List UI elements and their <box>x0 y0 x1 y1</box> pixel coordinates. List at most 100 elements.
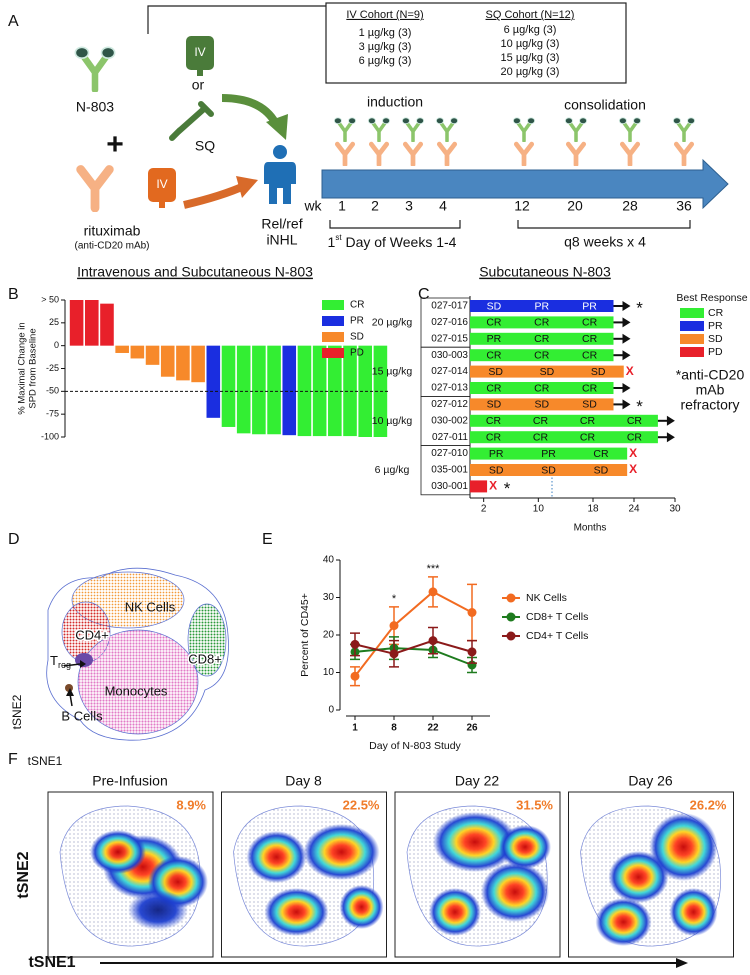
segment-label: PR <box>582 300 597 312</box>
segment-label: CR <box>627 431 643 443</box>
dose: 1 µg/kg (3) <box>359 27 412 39</box>
segment-label: CR <box>486 382 502 394</box>
segment-label: CR <box>534 382 550 394</box>
y-tick-label: 30 <box>323 592 335 603</box>
swimmer-bar <box>470 398 614 411</box>
bar <box>130 345 145 359</box>
legend-marker <box>506 593 516 603</box>
patient-id: 030-001 <box>431 481 468 492</box>
bar <box>176 345 190 381</box>
legend-swatch <box>322 332 344 342</box>
series-line <box>354 647 473 666</box>
refractory-marker: * <box>636 397 643 416</box>
cohort-title: SQ Cohort (N=12) <box>486 9 575 21</box>
patient-id: 030-003 <box>431 350 468 361</box>
chart-title: Intravenous and Subcutaneous N-803 <box>77 264 313 280</box>
panel-letter: C <box>418 286 430 303</box>
dose: 10 µg/kg (3) <box>501 38 560 50</box>
x-axis-label: Months <box>574 523 607 534</box>
route-label: SQ <box>195 138 215 154</box>
segment-label: SD <box>582 399 597 411</box>
bar <box>145 345 160 365</box>
x-tick-label: 10 <box>533 504 545 515</box>
x-tick-label: 2 <box>481 504 487 515</box>
density-blob <box>481 862 549 922</box>
legend-swatch <box>680 334 704 344</box>
y-tick-label: 40 <box>323 555 335 566</box>
bar <box>312 345 327 437</box>
percent-label: 22.5% <box>343 797 380 812</box>
off-study: X <box>629 462 637 476</box>
treg-sub: reg <box>58 660 71 670</box>
dose: 20 µg/kg (3) <box>501 66 560 78</box>
segment-label: CR <box>627 415 643 427</box>
point <box>467 608 477 617</box>
axis-label: tSNE1 <box>28 754 63 768</box>
cluster-label: CD8+ <box>188 651 222 666</box>
legend-marker <box>506 612 516 622</box>
patient-label: Rel/ref <box>261 216 302 232</box>
x-tick-label: 1 <box>352 723 358 734</box>
week: 36 <box>676 198 692 214</box>
x-axis-label: Day of N-803 Study <box>369 740 461 752</box>
segment-label: SD <box>591 366 606 378</box>
density-blob <box>429 888 481 936</box>
segment-label: SD <box>534 399 549 411</box>
point <box>428 636 438 646</box>
off-study: X <box>629 446 637 460</box>
series-line <box>354 639 473 655</box>
segment-label: SD <box>487 399 502 411</box>
density-blob <box>669 888 718 936</box>
legend-swatch <box>680 347 704 357</box>
swimmer-bar <box>470 414 658 427</box>
dose: 15 µg/kg (3) <box>501 52 560 64</box>
route-label: IV <box>156 177 167 191</box>
plus: + <box>106 128 124 161</box>
patient-id: 027-010 <box>431 448 468 459</box>
cluster-label: CD4+ <box>75 627 109 642</box>
segment-label: PR <box>487 333 502 345</box>
swimmer-bar <box>470 332 614 345</box>
density-blob <box>339 885 384 929</box>
legend-swatch <box>322 300 344 310</box>
note-text: Day of Weeks 1-4 <box>342 234 457 250</box>
week: 4 <box>439 198 447 214</box>
ongoing-arrowhead <box>622 383 631 393</box>
density-blob <box>264 888 329 936</box>
cohort-title: IV Cohort (N=9) <box>346 9 423 21</box>
density-blob <box>649 813 718 881</box>
bar <box>297 345 312 437</box>
bar <box>236 345 251 434</box>
treg-main: T <box>50 653 58 668</box>
bar <box>100 303 114 346</box>
y-axis-label: % Maximal Change in <box>17 322 28 414</box>
swimmer-bar <box>470 447 628 460</box>
y-tick-label: > 50 <box>41 294 59 304</box>
swimmer-bar <box>470 480 488 493</box>
legend-title: Best Response <box>676 292 747 304</box>
legend-marker <box>506 631 516 641</box>
ongoing-arrowhead <box>622 350 631 361</box>
route-label: IV <box>194 45 205 59</box>
y-axis-label: SPD from Baseline <box>28 328 39 408</box>
point <box>350 671 360 681</box>
point <box>389 621 399 631</box>
x-tick-label: 18 <box>587 504 599 515</box>
cluster-label: Monocytes <box>105 683 168 698</box>
y-tick-label: -75 <box>46 409 59 419</box>
swimmer-bar <box>470 365 624 378</box>
bar <box>282 345 297 436</box>
legend-swatch <box>680 308 704 318</box>
patient-id: 027-011 <box>432 432 468 443</box>
plot-title: Day 22 <box>455 773 500 789</box>
density-plot <box>221 791 387 958</box>
bar <box>221 345 236 427</box>
bar <box>84 300 99 346</box>
chart-title: Subcutaneous N-803 <box>479 264 611 280</box>
segment-label: CR <box>486 349 502 361</box>
segment-label: CR <box>580 431 596 443</box>
ongoing-arrowhead <box>622 317 631 328</box>
segment-label: CR <box>533 431 549 443</box>
off-study: X <box>489 479 497 493</box>
patient-id: 027-017 <box>431 301 468 312</box>
